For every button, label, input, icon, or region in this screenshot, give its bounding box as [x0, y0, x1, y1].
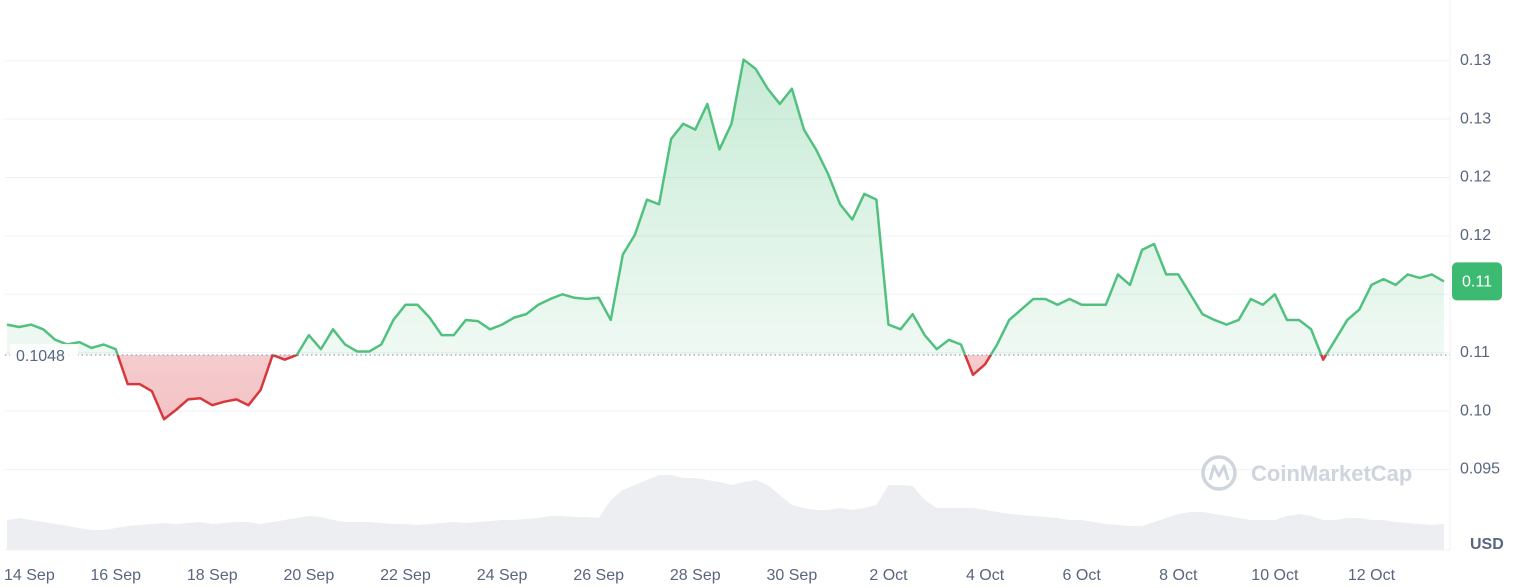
y-tick-label: 0.11 [1460, 344, 1490, 361]
price-area-down [117, 354, 1327, 420]
watermark-logo [1201, 455, 1237, 491]
x-tick-label: 24 Sep [477, 567, 528, 584]
label-layer: 0.095 0.10 0.11 0.11 0.12 0.12 0.13 0.13 14 Sep 1… [4, 52, 1502, 584]
watermark-logo-mark [1208, 464, 1230, 481]
x-tick-label: 26 Sep [573, 567, 624, 584]
current-value-badge [1452, 262, 1502, 301]
x-tick-label: 28 Sep [670, 567, 721, 584]
baseline-label: 0.1048 [16, 348, 65, 365]
baseline-label-bg [10, 343, 78, 366]
x-tick-label: 18 Sep [187, 567, 238, 584]
x-tick-label: 10 Oct [1251, 567, 1299, 584]
y-tick-label: 0.10 [1460, 402, 1491, 419]
x-tick-label: 8 Oct [1159, 567, 1198, 584]
y-unit: USD [1470, 536, 1504, 553]
y-tick-label: 0.13 [1460, 52, 1491, 69]
price-area-up [7, 59, 1444, 355]
x-tick-label: 14 Sep [4, 567, 55, 584]
watermark-text: CoinMarketCap [1251, 461, 1412, 486]
volume-layer [7, 475, 1444, 550]
price-line-down [116, 354, 1328, 421]
x-tick-label: 12 Oct [1348, 567, 1396, 584]
x-tick-label: 4 Oct [966, 567, 1005, 584]
y-tick-label: 0.12 [1460, 169, 1491, 186]
area-layer [7, 59, 1444, 420]
price-line-up [6, 58, 1445, 355]
x-tick-label: 16 Sep [90, 567, 141, 584]
volume-area [7, 475, 1444, 550]
x-tick-label: 30 Sep [767, 567, 818, 584]
y-tick-label: 0.13 [1460, 110, 1491, 127]
x-tick-label: 20 Sep [284, 567, 335, 584]
x-tick-label: 22 Sep [380, 567, 431, 584]
watermark: CoinMarketCap [1201, 455, 1412, 491]
x-tick-label: 2 Oct [869, 567, 908, 584]
y-tick-label: 0.095 [1460, 461, 1500, 478]
current-value-label: 0.11 [1462, 274, 1492, 291]
x-tick-label: 6 Oct [1063, 567, 1102, 584]
line-layer [5, 58, 1450, 421]
y-tick-label: 0.12 [1460, 227, 1491, 244]
